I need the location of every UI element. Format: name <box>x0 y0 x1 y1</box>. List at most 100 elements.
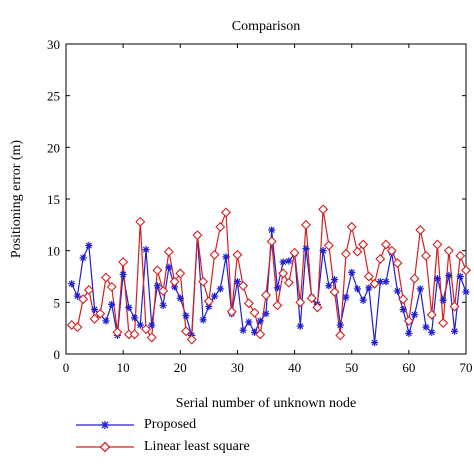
x-tick-label: 70 <box>460 360 473 375</box>
data-point-proposed <box>159 301 167 310</box>
data-point-linear-least-square <box>455 250 466 261</box>
chart-title: Comparison <box>232 19 300 34</box>
data-point-proposed <box>405 329 413 337</box>
data-point-linear-least-square <box>306 293 317 304</box>
y-tick-label: 25 <box>47 89 60 104</box>
data-point-proposed <box>262 310 270 318</box>
data-point-proposed <box>428 328 436 336</box>
data-point-linear-least-square <box>78 294 89 305</box>
legend-marker-linear-least-square <box>76 441 134 453</box>
data-point-proposed <box>296 322 304 330</box>
y-axis-title: Positioning error (m) <box>9 140 24 259</box>
legend-marker-proposed <box>76 421 134 429</box>
data-point-linear-least-square <box>266 236 277 247</box>
data-point-linear-least-square <box>203 296 214 307</box>
data-point-proposed <box>445 271 453 280</box>
data-point-proposed <box>439 296 447 304</box>
data-point-linear-least-square <box>83 284 94 295</box>
y-tick-label: 10 <box>47 244 60 259</box>
x-tick-label: 40 <box>288 360 301 375</box>
y-tick-label: 30 <box>47 37 60 52</box>
data-point-proposed <box>422 323 430 331</box>
data-point-proposed <box>125 303 133 312</box>
data-point-linear-least-square <box>403 315 414 326</box>
data-point-linear-least-square <box>118 257 129 268</box>
legend-item-linear-least-square: Linear least square <box>76 436 250 458</box>
data-point-linear-least-square <box>261 290 271 301</box>
legend-item-proposed: Proposed <box>76 414 250 436</box>
data-point-proposed <box>279 258 287 266</box>
data-point-proposed <box>256 317 264 325</box>
data-point-proposed <box>119 270 127 279</box>
data-point-proposed <box>393 287 402 295</box>
data-point-proposed <box>268 226 276 234</box>
legend-label-linear-least-square: Linear least square <box>144 439 250 454</box>
data-point-proposed <box>90 305 99 314</box>
data-point-linear-least-square <box>163 246 174 257</box>
data-point-linear-least-square <box>421 250 431 261</box>
data-point-proposed <box>102 317 110 325</box>
data-point-proposed <box>382 278 390 286</box>
data-point-linear-least-square <box>295 297 306 308</box>
x-tick-label: 30 <box>231 360 244 375</box>
data-point-proposed <box>79 254 87 262</box>
data-point-proposed <box>210 292 219 300</box>
data-point-linear-least-square <box>95 308 106 319</box>
data-point-linear-least-square <box>226 306 237 317</box>
x-tick-label: 60 <box>402 360 415 375</box>
series-line-proposed <box>71 229 467 343</box>
data-point-linear-least-square <box>426 309 437 320</box>
data-point-linear-least-square <box>278 268 289 279</box>
data-point-proposed <box>176 294 184 302</box>
data-point-linear-least-square <box>192 230 203 241</box>
data-point-linear-least-square <box>438 318 449 328</box>
x-tick-label: 0 <box>63 360 70 375</box>
data-point-proposed <box>410 311 419 319</box>
data-point-linear-least-square <box>312 302 323 313</box>
data-point-proposed <box>245 318 253 326</box>
data-point-proposed <box>108 300 116 308</box>
data-point-linear-least-square <box>341 248 351 259</box>
data-point-proposed <box>165 263 173 271</box>
data-point-linear-least-square <box>232 249 243 260</box>
data-point-linear-least-square <box>106 281 117 292</box>
data-point-linear-least-square <box>323 240 334 251</box>
data-point-proposed <box>250 328 259 336</box>
data-point-proposed <box>302 245 310 253</box>
data-point-linear-least-square <box>169 276 180 287</box>
data-point-linear-least-square <box>243 298 254 309</box>
legend-label-proposed: Proposed <box>144 417 197 432</box>
data-point-linear-least-square <box>415 225 426 235</box>
data-point-linear-least-square <box>186 334 197 345</box>
data-point-proposed <box>73 292 82 300</box>
data-point-linear-least-square <box>129 329 140 340</box>
data-point-linear-least-square <box>346 221 357 232</box>
y-tick-label: 0 <box>54 347 61 362</box>
data-point-linear-least-square <box>89 313 100 324</box>
data-point-linear-least-square <box>432 239 443 250</box>
data-point-proposed <box>399 305 407 314</box>
data-point-proposed <box>239 326 247 334</box>
series-line-linear-least-square <box>71 209 467 342</box>
data-point-proposed <box>182 312 190 320</box>
x-axis-title: Serial number of unknown node <box>176 396 356 411</box>
data-point-proposed <box>342 293 350 301</box>
data-point-linear-least-square <box>449 301 460 312</box>
data-point-linear-least-square <box>238 280 249 291</box>
data-point-proposed <box>336 321 344 329</box>
data-point-linear-least-square <box>443 245 454 256</box>
data-point-linear-least-square <box>158 285 169 296</box>
data-point-proposed <box>359 296 367 304</box>
x-tick-label: 50 <box>345 360 358 375</box>
data-point-linear-least-square <box>249 307 260 318</box>
data-point-proposed <box>450 327 459 335</box>
data-point-proposed <box>68 280 76 288</box>
data-point-linear-least-square <box>175 268 186 279</box>
data-point-linear-least-square <box>363 271 374 282</box>
data-point-linear-least-square <box>369 278 380 289</box>
data-point-linear-least-square <box>289 247 300 258</box>
data-point-proposed <box>216 285 224 293</box>
data-point-linear-least-square <box>461 265 471 276</box>
y-tick-label: 5 <box>54 295 61 310</box>
